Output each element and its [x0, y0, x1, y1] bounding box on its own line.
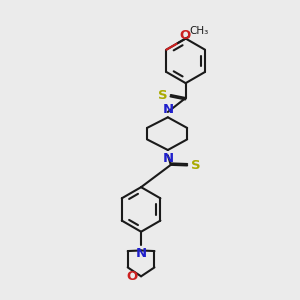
Text: O: O	[126, 270, 137, 283]
Text: CH₃: CH₃	[190, 26, 209, 36]
Text: S: S	[191, 159, 200, 172]
Text: N: N	[162, 152, 173, 165]
Text: O: O	[180, 29, 191, 42]
Text: N: N	[162, 103, 173, 116]
Text: N: N	[136, 247, 147, 260]
Text: S: S	[158, 88, 167, 101]
